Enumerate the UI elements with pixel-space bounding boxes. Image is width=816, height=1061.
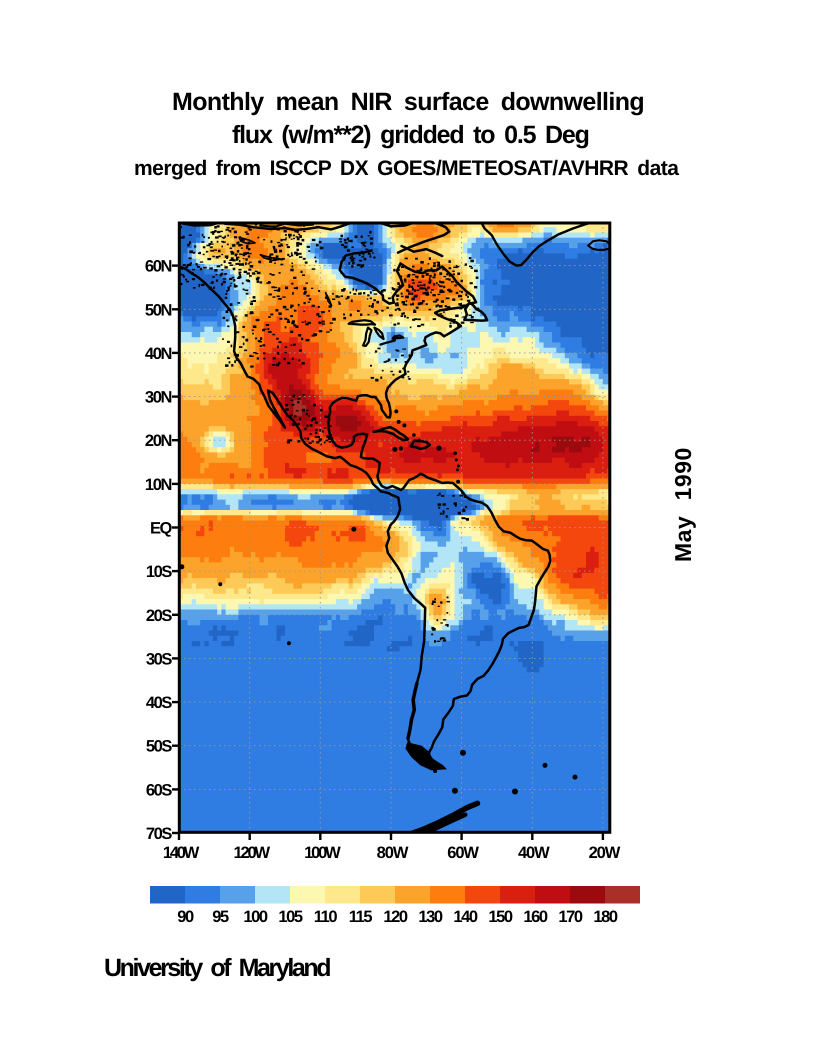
svg-text:140W: 140W: [163, 844, 200, 862]
svg-text:40W: 40W: [518, 844, 550, 862]
svg-text:30N: 30N: [145, 389, 172, 407]
svg-text:160: 160: [523, 908, 548, 926]
svg-text:150: 150: [488, 908, 513, 926]
svg-text:180: 180: [593, 908, 618, 926]
svg-text:EQ: EQ: [150, 520, 173, 538]
svg-text:30S: 30S: [146, 650, 173, 668]
svg-text:120W: 120W: [234, 844, 271, 862]
svg-text:105: 105: [278, 908, 303, 926]
svg-text:100: 100: [243, 908, 268, 926]
svg-text:50N: 50N: [145, 301, 172, 319]
svg-text:20W: 20W: [589, 844, 621, 862]
svg-text:flux (w/m**2) gridded to 0.5 D: flux (w/m**2) gridded to 0.5 Deg: [232, 121, 589, 149]
svg-text:115: 115: [349, 908, 373, 926]
svg-text:20S: 20S: [146, 607, 173, 625]
svg-text:110: 110: [314, 908, 338, 926]
svg-text:20N: 20N: [145, 432, 172, 450]
svg-text:Monthly mean NIR surface downw: Monthly mean NIR surface downwelling: [172, 88, 644, 116]
svg-text:100W: 100W: [304, 844, 341, 862]
svg-text:70S: 70S: [146, 825, 173, 843]
svg-text:140: 140: [453, 908, 478, 926]
svg-text:10N: 10N: [145, 476, 172, 494]
svg-text:University of Maryland: University of Maryland: [104, 954, 330, 982]
svg-text:May 1990: May 1990: [670, 447, 696, 562]
svg-text:60W: 60W: [447, 844, 479, 862]
svg-text:60N: 60N: [145, 258, 172, 276]
svg-text:130: 130: [418, 908, 443, 926]
svg-text:merged from ISCCP DX GOES/METE: merged from ISCCP DX GOES/METEOSAT/AVHRR…: [134, 157, 679, 180]
svg-text:80W: 80W: [377, 844, 409, 862]
svg-text:40S: 40S: [146, 694, 173, 712]
svg-text:120: 120: [383, 908, 408, 926]
svg-text:90: 90: [177, 908, 194, 926]
svg-text:40N: 40N: [145, 345, 172, 363]
svg-text:50S: 50S: [146, 738, 173, 756]
svg-text:170: 170: [558, 908, 583, 926]
svg-text:95: 95: [212, 908, 229, 926]
svg-text:10S: 10S: [146, 563, 173, 581]
svg-text:60S: 60S: [146, 781, 173, 799]
